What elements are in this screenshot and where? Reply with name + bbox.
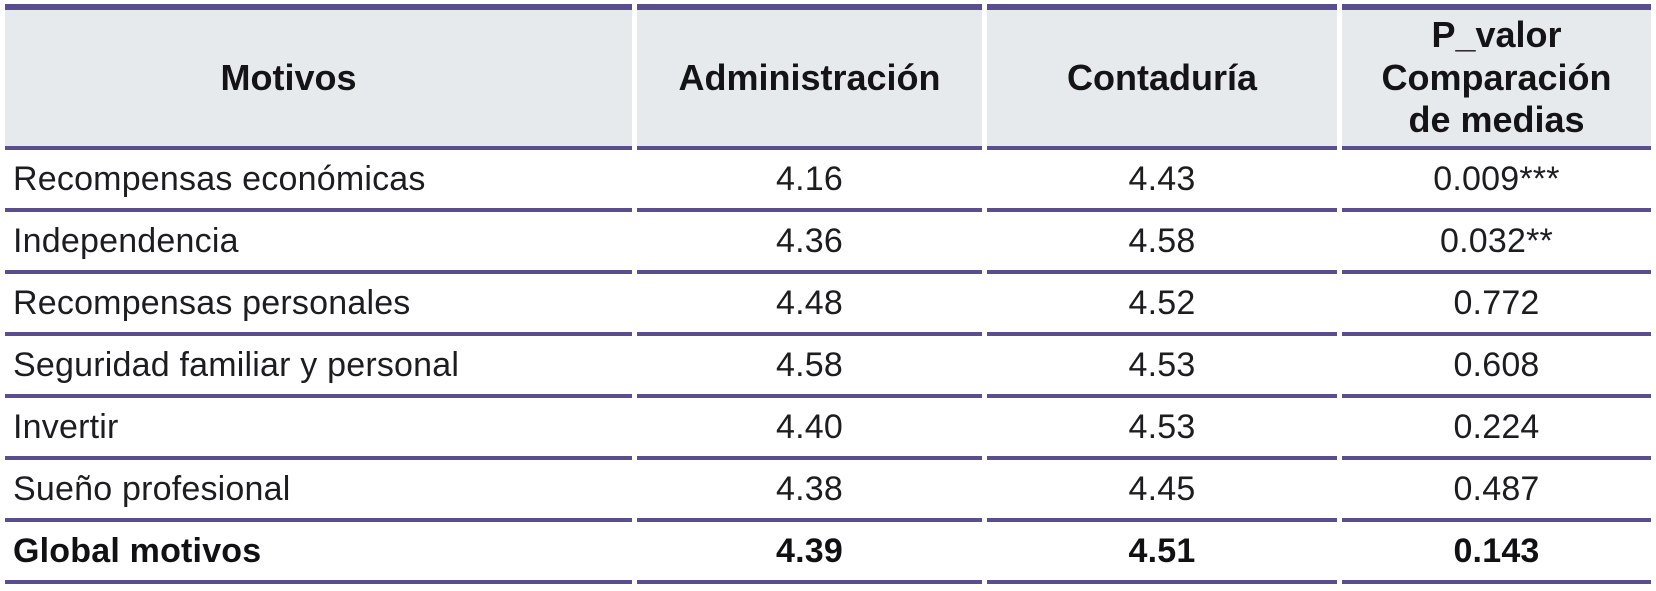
p-valor-value: 0.009*** <box>1342 150 1651 212</box>
administracion-value: 4.36 <box>637 212 982 274</box>
administracion-value: 4.16 <box>637 150 982 212</box>
motivo-label: Recompensas personales <box>5 274 632 336</box>
contaduria-value: 4.53 <box>987 398 1337 460</box>
table-row: Independencia 4.36 4.58 0.032** <box>5 212 1651 274</box>
table-row: Seguridad familiar y personal 4.58 4.53 … <box>5 336 1651 398</box>
p-valor-value: 0.224 <box>1342 398 1651 460</box>
administracion-value: 4.58 <box>637 336 982 398</box>
table-header: Motivos Administración Contaduría P_valo… <box>5 4 1651 150</box>
p-valor-value: 0.032** <box>1342 212 1651 274</box>
table-row: Recompensas económicas 4.16 4.43 0.009**… <box>5 150 1651 212</box>
motivo-label: Independencia <box>5 212 632 274</box>
p-valor-value: 0.608 <box>1342 336 1651 398</box>
table-body: Recompensas económicas 4.16 4.43 0.009**… <box>5 150 1651 584</box>
contaduria-value: 4.43 <box>987 150 1337 212</box>
p-valor-value: 0.487 <box>1342 460 1651 522</box>
table-row-total: Global motivos 4.39 4.51 0.143 <box>5 522 1651 584</box>
motivo-label: Recompensas económicas <box>5 150 632 212</box>
administracion-value: 4.38 <box>637 460 982 522</box>
contaduria-value: 4.53 <box>987 336 1337 398</box>
header-administracion: Administración <box>637 4 982 150</box>
motivo-label: Invertir <box>5 398 632 460</box>
header-row: Motivos Administración Contaduría P_valo… <box>5 4 1651 150</box>
motivo-label: Sueño profesional <box>5 460 632 522</box>
p-valor-value: 0.772 <box>1342 274 1651 336</box>
header-p-valor: P_valor Comparación de medias <box>1342 4 1651 150</box>
contaduria-value: 4.58 <box>987 212 1337 274</box>
table-row: Invertir 4.40 4.53 0.224 <box>5 398 1651 460</box>
motivo-label: Seguridad familiar y personal <box>5 336 632 398</box>
contaduria-value: 4.52 <box>987 274 1337 336</box>
table-row: Sueño profesional 4.38 4.45 0.487 <box>5 460 1651 522</box>
header-motivos: Motivos <box>5 4 632 150</box>
administracion-value: 4.39 <box>637 522 982 584</box>
p-valor-value: 0.143 <box>1342 522 1651 584</box>
contaduria-value: 4.51 <box>987 522 1337 584</box>
header-contaduria: Contaduría <box>987 4 1337 150</box>
motives-comparison-table: Motivos Administración Contaduría P_valo… <box>0 4 1656 584</box>
contaduria-value: 4.45 <box>987 460 1337 522</box>
motivo-label: Global motivos <box>5 522 632 584</box>
administracion-value: 4.40 <box>637 398 982 460</box>
table-row: Recompensas personales 4.48 4.52 0.772 <box>5 274 1651 336</box>
administracion-value: 4.48 <box>637 274 982 336</box>
